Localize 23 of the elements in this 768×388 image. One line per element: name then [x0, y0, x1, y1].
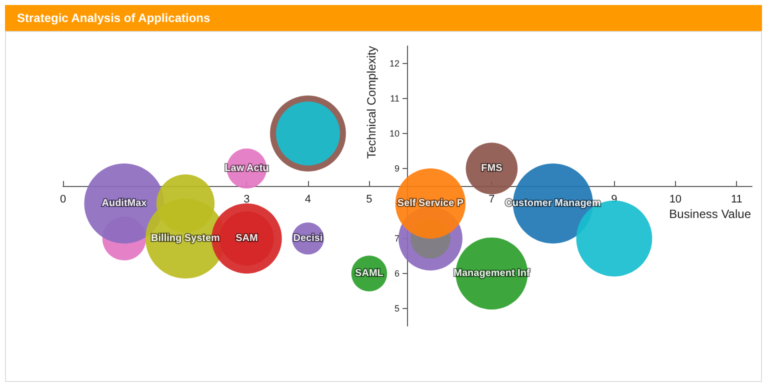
y-tick-label: 5 [394, 304, 400, 314]
x-tick-label: 10 [669, 194, 682, 206]
y-axis-title: Technical Complexity [364, 46, 378, 159]
series-label: Self Service P [397, 198, 464, 209]
y-tick-label: 7 [394, 234, 400, 244]
series-label: SAM [236, 233, 258, 244]
y-tick-label: 6 [394, 268, 400, 278]
y-tick-label: 10 [389, 128, 400, 138]
x-tick-label: 11 [730, 194, 742, 206]
x-tick-label: 5 [366, 194, 372, 206]
y-tick-label: 9 [394, 164, 400, 174]
y-tick-label: 12 [389, 58, 400, 68]
series-label: SAML [355, 268, 384, 279]
series-label: Decisi [293, 233, 323, 244]
x-tick-label: 4 [304, 194, 312, 206]
x-axis-title: Business Value [669, 207, 752, 221]
x-tick-label: 0 [60, 194, 66, 206]
series-label: AuditMax [102, 198, 148, 209]
x-tick-label: 3 [244, 194, 250, 206]
x-tick-label: 7 [488, 194, 495, 206]
series-label: FMS [481, 163, 503, 174]
y-tick-label: 11 [390, 94, 400, 104]
chart-title: Strategic Analysis of Applications [5, 5, 762, 31]
